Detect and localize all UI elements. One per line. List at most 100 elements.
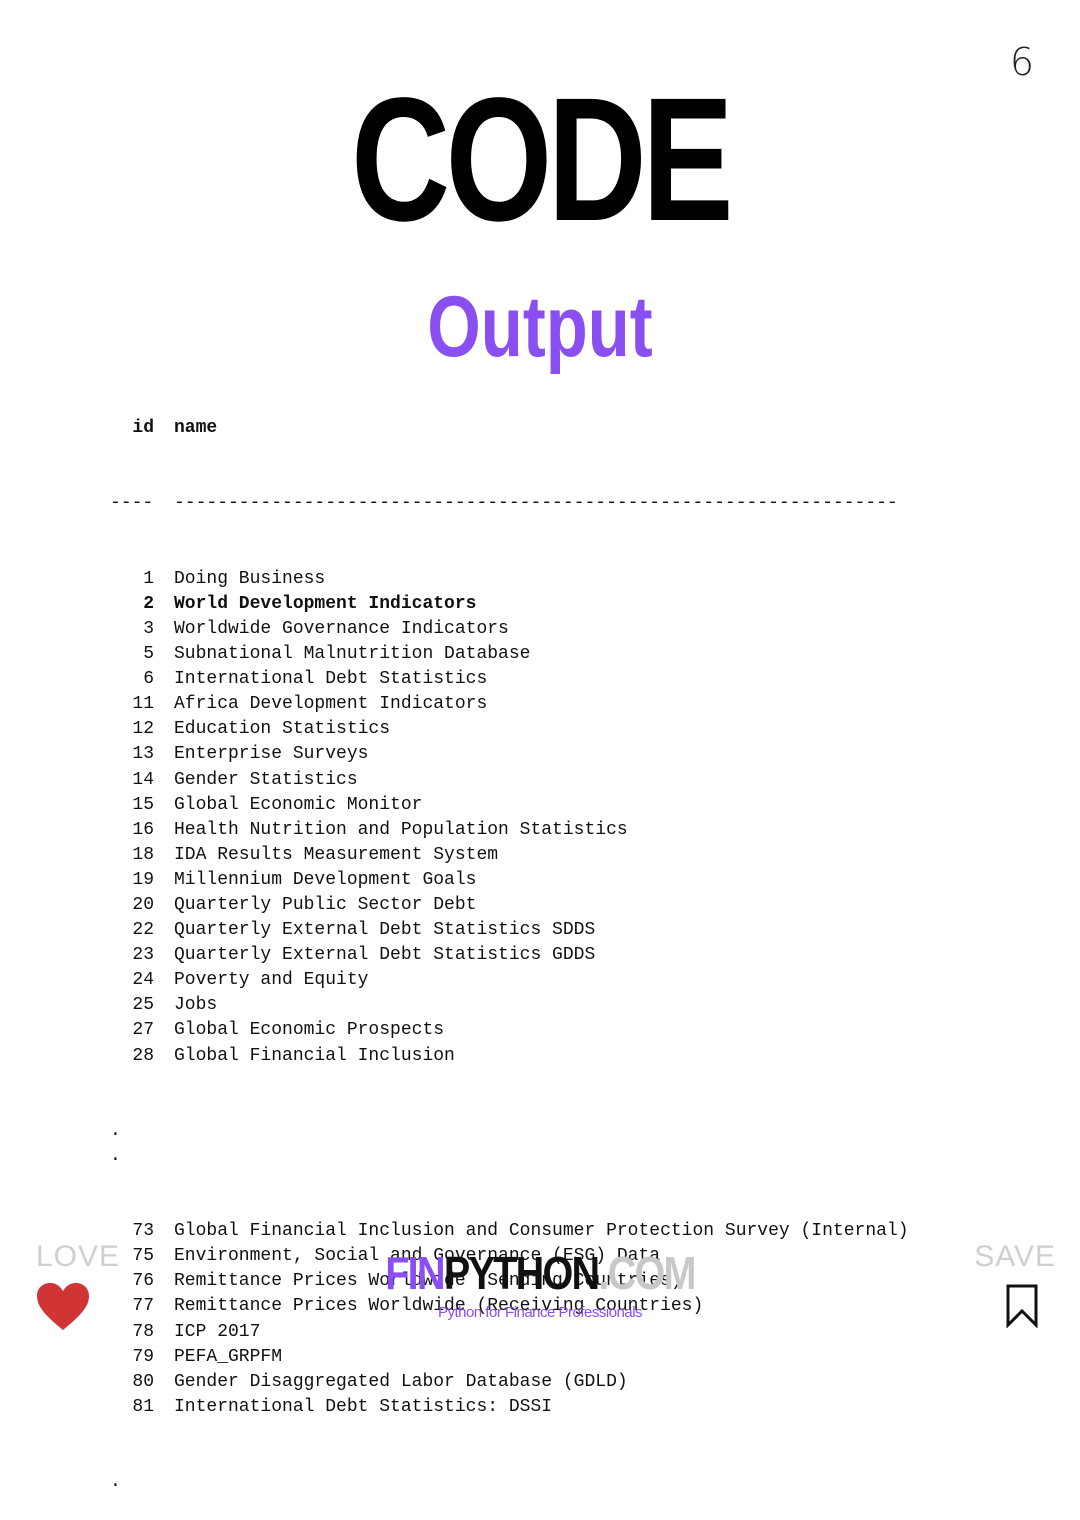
row-name: Quarterly External Debt Statistics SDDS xyxy=(174,920,596,941)
row-name: Health Nutrition and Population Statisti… xyxy=(174,819,628,840)
row-id: 25 xyxy=(132,995,154,1016)
row-id: 80 xyxy=(132,1371,154,1392)
row-name: World Development Indicators xyxy=(174,593,477,614)
header-id: id xyxy=(132,418,154,439)
table-row: 23 Quarterly External Debt Statistics GDD… xyxy=(110,943,909,968)
ellipsis-end: . xyxy=(110,1470,909,1495)
row-id: 23 xyxy=(132,945,154,966)
table-row: 81 International Debt Statistics: DSSI xyxy=(110,1395,909,1420)
table-row: 22 Quarterly External Debt Statistics SDD… xyxy=(110,918,909,943)
rows-top: 1 Doing Business 2 World Development Indica… xyxy=(110,567,909,1069)
row-id: 22 xyxy=(132,920,154,941)
row-name: Quarterly External Debt Statistics GDDS xyxy=(174,945,596,966)
ellipsis-dot: . xyxy=(110,1472,121,1493)
row-name: Remittance Prices Worldwide (Receiving C… xyxy=(174,1296,704,1317)
ellipsis-dot: . xyxy=(110,1120,121,1141)
row-id: 75 xyxy=(132,1246,154,1267)
row-name: Global Economic Monitor xyxy=(174,794,423,815)
table-row: 20 Quarterly Public Sector Debt xyxy=(110,893,909,918)
table-row: 2 World Development Indicators xyxy=(110,592,909,617)
row-id: 3 xyxy=(143,618,154,639)
row-name: Millennium Development Goals xyxy=(174,869,477,890)
row-name: Africa Development Indicators xyxy=(174,694,488,715)
save-label: SAVE xyxy=(974,1240,1056,1273)
row-name: Global Financial Inclusion xyxy=(174,1045,455,1066)
row-id: 1 xyxy=(143,568,154,589)
table-row: 79 PEFA_GRPFM xyxy=(110,1345,909,1370)
table-row: 77 Remittance Prices Worldwide (Receiving… xyxy=(110,1294,909,1319)
table-row: 3 Worldwide Governance Indicators xyxy=(110,617,909,642)
row-id: 20 xyxy=(132,894,154,915)
row-id: 76 xyxy=(132,1271,154,1292)
row-name: Subnational Malnutrition Database xyxy=(174,644,531,665)
heart-icon[interactable] xyxy=(36,1282,90,1332)
table-header: id name xyxy=(110,416,909,441)
table-row: 16 Health Nutrition and Population Statis… xyxy=(110,818,909,843)
page-number: 6 xyxy=(1009,40,1034,84)
header-name: name xyxy=(174,418,218,439)
table-row: 6 International Debt Statistics xyxy=(110,667,909,692)
separator-name: ----------------------------------------… xyxy=(174,493,898,514)
row-name: Poverty and Equity xyxy=(174,970,369,991)
row-id: 2 xyxy=(143,593,154,614)
ellipsis-mid: .. xyxy=(110,1119,909,1169)
row-id: 73 xyxy=(132,1221,154,1242)
row-id: 12 xyxy=(132,719,154,740)
table-separator: ---- -----------------------------------… xyxy=(110,491,909,516)
table-row: 14 Gender Statistics xyxy=(110,768,909,793)
row-name: Quarterly Public Sector Debt xyxy=(174,894,477,915)
page-title: CODE xyxy=(351,62,734,258)
table-row: 15 Global Economic Monitor xyxy=(110,793,909,818)
bookmark-icon[interactable] xyxy=(1005,1284,1039,1328)
table-row: 1 Doing Business xyxy=(110,567,909,592)
row-id: 19 xyxy=(132,869,154,890)
row-name: ICP 2017 xyxy=(174,1321,261,1342)
row-name: Remittance Prices Worldwide (Sending Cou… xyxy=(174,1271,682,1292)
row-name: IDA Results Measurement System xyxy=(174,844,499,865)
row-name: Gender Disaggregated Labor Database (GDL… xyxy=(174,1371,628,1392)
row-name: Enterprise Surveys xyxy=(174,744,369,765)
row-id: 13 xyxy=(132,744,154,765)
row-name: Environment, Social and Governance (ESG)… xyxy=(174,1246,661,1267)
table-row: 76 Remittance Prices Worldwide (Sending C… xyxy=(110,1269,909,1294)
row-id: 79 xyxy=(132,1346,154,1367)
table-row: 24 Poverty and Equity xyxy=(110,968,909,993)
table-row: 5 Subnational Malnutrition Database xyxy=(110,642,909,667)
row-id: 14 xyxy=(132,769,154,790)
table-row: 18 IDA Results Measurement System xyxy=(110,843,909,868)
brand-com: .COM xyxy=(598,1247,696,1299)
table-row: 73 Global Financial Inclusion and Consume… xyxy=(110,1219,909,1244)
row-id: 27 xyxy=(132,1020,154,1041)
table-row: 27 Global Economic Prospects xyxy=(110,1018,909,1043)
row-id: 78 xyxy=(132,1321,154,1342)
row-name: Jobs xyxy=(174,995,218,1016)
brand-logo: FINPYTHON.COM xyxy=(76,1248,1005,1298)
code-output-table: id name ---- ---------------------------… xyxy=(110,366,909,1520)
row-id: 11 xyxy=(132,694,154,715)
ellipsis-dot: . xyxy=(110,1145,121,1166)
row-name: International Debt Statistics: DSSI xyxy=(174,1396,553,1417)
row-id: 77 xyxy=(132,1296,154,1317)
table-row: 13 Enterprise Surveys xyxy=(110,742,909,767)
row-name: Education Statistics xyxy=(174,719,391,740)
brand-fin: FIN xyxy=(385,1247,445,1299)
row-id: 16 xyxy=(132,819,154,840)
row-id: 5 xyxy=(143,644,154,665)
row-name: Worldwide Governance Indicators xyxy=(174,618,509,639)
love-label: LOVE xyxy=(36,1240,121,1273)
row-id: 6 xyxy=(143,669,154,690)
row-id: 18 xyxy=(132,844,154,865)
row-id: 15 xyxy=(132,794,154,815)
row-name: Global Financial Inclusion and Consumer … xyxy=(174,1221,909,1242)
row-id: 24 xyxy=(132,970,154,991)
row-id: 28 xyxy=(132,1045,154,1066)
row-name: International Debt Statistics xyxy=(174,669,488,690)
table-row: 25 Jobs xyxy=(110,993,909,1018)
row-id: 81 xyxy=(132,1396,154,1417)
table-row: 75 Environment, Social and Governance (ES… xyxy=(110,1244,909,1269)
table-row: 11 Africa Development Indicators xyxy=(110,692,909,717)
brand-tagline: Python for Finance Professionals xyxy=(437,1304,643,1321)
table-row: 12 Education Statistics xyxy=(110,717,909,742)
row-name: Global Economic Prospects xyxy=(174,1020,445,1041)
row-name: Doing Business xyxy=(174,568,326,589)
